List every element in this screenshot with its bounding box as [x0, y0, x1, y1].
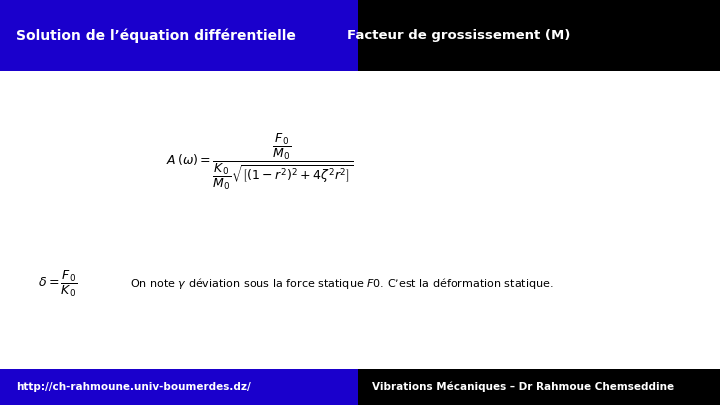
Text: Solution de l’équation différentielle: Solution de l’équation différentielle [16, 28, 296, 43]
Bar [358, 0, 720, 71]
Text: Vibrations Mécaniques – Dr Rahmoue Chemseddine: Vibrations Mécaniques – Dr Rahmoue Chems… [372, 382, 675, 392]
Bar [0, 369, 358, 405]
Text: Facteur de grossissement (M): Facteur de grossissement (M) [347, 29, 570, 42]
Text: $A\,(\omega)=\dfrac{\dfrac{F_0}{M_0}}{\dfrac{K_0}{M_0}\sqrt{\left[\left(1-r^2\ri: $A\,(\omega)=\dfrac{\dfrac{F_0}{M_0}}{\d… [166, 132, 353, 192]
Bar [0, 71, 720, 369]
Text: http://ch-rahmoune.univ-boumerdes.dz/: http://ch-rahmoune.univ-boumerdes.dz/ [16, 382, 251, 392]
Bar [0, 0, 358, 71]
Text: $\delta=\dfrac{F_0}{K_0}$: $\delta=\dfrac{F_0}{K_0}$ [38, 269, 77, 298]
Bar [358, 369, 720, 405]
Text: On note $\gamma$ déviation sous la force statique $F0$. C’est la déformation sta: On note $\gamma$ déviation sous la force… [130, 276, 554, 291]
